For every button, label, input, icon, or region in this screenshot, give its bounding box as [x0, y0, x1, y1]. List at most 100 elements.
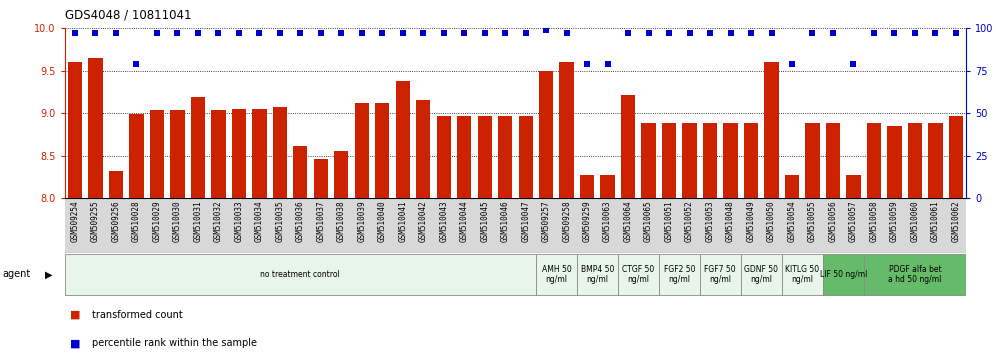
Point	[374, 30, 390, 36]
Text: FGF2 50
ng/ml: FGF2 50 ng/ml	[663, 265, 695, 284]
Point	[293, 30, 309, 36]
Text: GSM510051: GSM510051	[664, 200, 673, 241]
Text: PDGF alfa bet
a hd 50 ng/ml: PDGF alfa bet a hd 50 ng/ml	[888, 265, 941, 284]
Bar	[703, 124, 717, 198]
Bar	[864, 254, 966, 295]
Point	[722, 30, 738, 36]
Text: GSM509258: GSM509258	[562, 200, 571, 241]
Bar	[741, 254, 782, 295]
Bar	[764, 62, 779, 198]
Text: GSM510050: GSM510050	[767, 200, 776, 241]
Point	[681, 30, 697, 36]
Text: GSM510030: GSM510030	[173, 200, 182, 241]
Bar	[662, 124, 676, 198]
Text: GSM510063: GSM510063	[604, 200, 613, 241]
Bar	[887, 126, 901, 198]
Point	[621, 30, 636, 36]
Text: GSM510048: GSM510048	[726, 200, 735, 241]
Point	[579, 61, 595, 67]
Bar	[785, 175, 799, 198]
Bar	[314, 159, 328, 198]
Point	[251, 30, 267, 36]
Bar	[618, 254, 658, 295]
Text: GSM510060: GSM510060	[910, 200, 919, 241]
Point	[866, 30, 881, 36]
Text: GSM510035: GSM510035	[275, 200, 284, 241]
Point	[334, 30, 350, 36]
Bar	[109, 171, 124, 198]
Bar	[355, 103, 369, 198]
Bar	[273, 107, 287, 198]
Point	[149, 30, 165, 36]
Bar	[723, 124, 738, 198]
Bar	[232, 109, 246, 198]
Text: GSM510046: GSM510046	[501, 200, 510, 241]
Text: GSM510053: GSM510053	[705, 200, 714, 241]
Point	[784, 61, 800, 67]
Text: ■: ■	[70, 310, 81, 320]
Point	[927, 30, 943, 36]
Bar	[806, 124, 820, 198]
Text: KITLG 50
ng/ml: KITLG 50 ng/ml	[785, 265, 820, 284]
Text: GSM510031: GSM510031	[193, 200, 202, 241]
Point	[805, 30, 821, 36]
Text: GSM510044: GSM510044	[460, 200, 469, 241]
Text: GSM510039: GSM510039	[358, 200, 367, 241]
Point	[600, 61, 616, 67]
Bar	[560, 62, 574, 198]
Bar	[907, 124, 922, 198]
Point	[640, 30, 656, 36]
Text: no treatment control: no treatment control	[260, 270, 341, 279]
Bar	[170, 110, 184, 198]
Text: GSM510037: GSM510037	[317, 200, 326, 241]
Bar	[375, 103, 389, 198]
Point	[886, 30, 902, 36]
Text: GSM509254: GSM509254	[71, 200, 80, 241]
Bar	[65, 254, 536, 295]
Point	[415, 30, 431, 36]
Text: GSM510047: GSM510047	[521, 200, 530, 241]
Text: GSM510065: GSM510065	[644, 200, 653, 241]
Bar	[823, 254, 864, 295]
Text: GSM510040: GSM510040	[377, 200, 386, 241]
Text: GSM510049: GSM510049	[747, 200, 756, 241]
Bar	[641, 124, 655, 198]
Point	[436, 30, 452, 36]
Point	[67, 30, 83, 36]
Text: CTGF 50
ng/ml: CTGF 50 ng/ml	[622, 265, 654, 284]
Bar	[580, 175, 595, 198]
Text: ▶: ▶	[45, 269, 53, 279]
Text: transformed count: transformed count	[92, 310, 182, 320]
Text: GSM510054: GSM510054	[788, 200, 797, 241]
Bar	[334, 151, 349, 198]
Bar	[519, 116, 533, 198]
Text: GSM510043: GSM510043	[439, 200, 448, 241]
Bar	[211, 110, 225, 198]
Bar	[847, 175, 861, 198]
Text: GSM510028: GSM510028	[131, 200, 141, 241]
Text: FGF7 50
ng/ml: FGF7 50 ng/ml	[704, 265, 736, 284]
Bar	[621, 95, 635, 198]
Text: GSM509256: GSM509256	[112, 200, 121, 241]
Bar	[498, 116, 512, 198]
Text: GSM509259: GSM509259	[583, 200, 592, 241]
Bar	[577, 254, 618, 295]
Text: GSM510038: GSM510038	[337, 200, 346, 241]
Text: GSM510041: GSM510041	[398, 200, 407, 241]
Point	[907, 30, 923, 36]
Text: GSM510034: GSM510034	[255, 200, 264, 241]
Bar	[658, 254, 700, 295]
Text: GSM510032: GSM510032	[214, 200, 223, 241]
Point	[210, 30, 226, 36]
Point	[497, 30, 513, 36]
Text: GSM510059: GSM510059	[889, 200, 899, 241]
Bar	[416, 100, 430, 198]
Point	[272, 30, 288, 36]
Point	[88, 30, 104, 36]
Bar	[395, 81, 410, 198]
Point	[456, 30, 472, 36]
Bar	[129, 114, 143, 198]
Bar	[826, 124, 841, 198]
Text: GSM510033: GSM510033	[234, 200, 243, 241]
Bar	[928, 124, 942, 198]
